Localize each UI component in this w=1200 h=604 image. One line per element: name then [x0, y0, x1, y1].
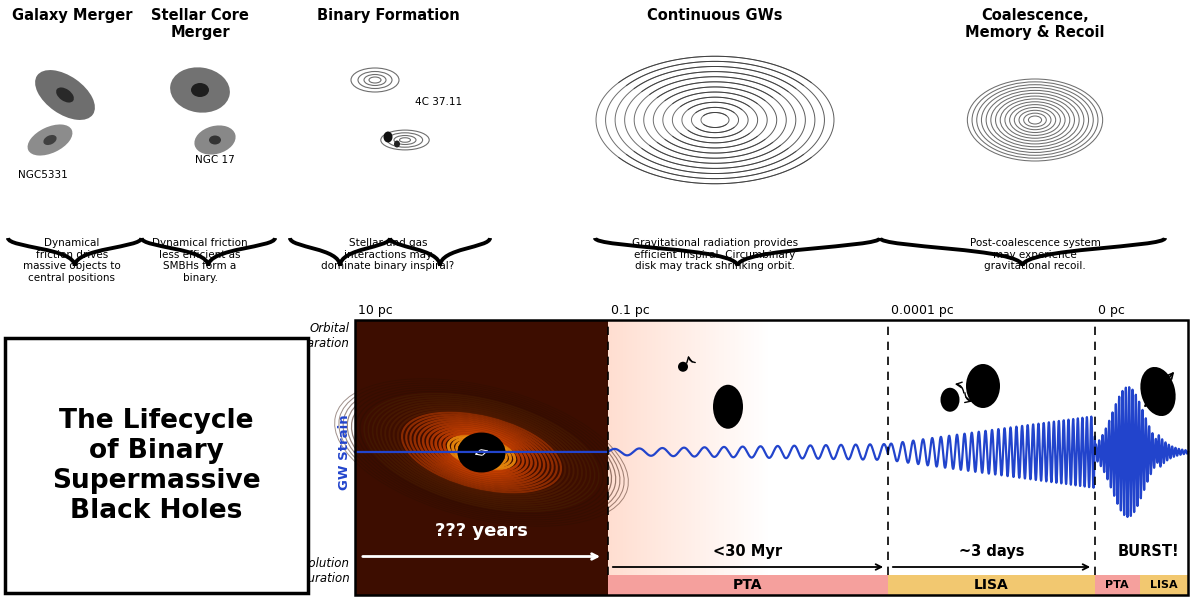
- Text: Continuous GWs: Continuous GWs: [647, 8, 782, 23]
- Ellipse shape: [56, 88, 74, 103]
- Bar: [608, 575, 888, 595]
- Bar: [608, 320, 1188, 595]
- Text: PTA: PTA: [1105, 580, 1129, 590]
- Ellipse shape: [43, 135, 56, 145]
- Bar: [355, 320, 608, 595]
- Ellipse shape: [35, 70, 95, 120]
- Text: Galaxy Merger: Galaxy Merger: [12, 8, 132, 23]
- Text: ??? years: ??? years: [436, 522, 528, 540]
- Ellipse shape: [966, 364, 1000, 408]
- Text: ~3 days: ~3 days: [959, 544, 1025, 559]
- Text: NGC5331: NGC5331: [18, 170, 67, 180]
- Text: Gravitational radiation provides
efficient inspiral. Circumbinary
disk may track: Gravitational radiation provides efficie…: [632, 238, 798, 271]
- Text: The Lifecycle
of Binary
Supermassive
Black Holes: The Lifecycle of Binary Supermassive Bla…: [52, 408, 260, 524]
- Ellipse shape: [384, 132, 392, 143]
- FancyBboxPatch shape: [5, 338, 308, 593]
- Text: Orbital
separation: Orbital separation: [287, 322, 350, 350]
- Text: <30 Myr: <30 Myr: [714, 544, 782, 559]
- Ellipse shape: [457, 432, 505, 472]
- Bar: [1140, 575, 1188, 595]
- Text: LISA: LISA: [1150, 580, 1178, 590]
- Text: 4C 37.11: 4C 37.11: [415, 97, 462, 107]
- Text: Coalescence,
Memory & Recoil: Coalescence, Memory & Recoil: [965, 8, 1105, 40]
- Text: LISA: LISA: [974, 578, 1009, 592]
- Text: BURST!: BURST!: [1117, 544, 1178, 559]
- Text: Stellar and gas
interactions may
dominate binary inspiral?: Stellar and gas interactions may dominat…: [322, 238, 455, 271]
- Text: 10 pc: 10 pc: [358, 304, 392, 317]
- Ellipse shape: [713, 385, 743, 429]
- Ellipse shape: [941, 388, 960, 412]
- Ellipse shape: [678, 362, 688, 371]
- Text: Dynamical
friction drives
massive objects to
central positions: Dynamical friction drives massive object…: [23, 238, 121, 283]
- Ellipse shape: [28, 124, 72, 156]
- Text: NGC 17: NGC 17: [194, 155, 235, 165]
- Ellipse shape: [209, 135, 221, 144]
- Text: Binary Formation: Binary Formation: [317, 8, 460, 23]
- Text: Dynamical friction
less efficient as
SMBHs form a
binary.: Dynamical friction less efficient as SMB…: [152, 238, 248, 283]
- Text: PTA: PTA: [733, 578, 763, 592]
- Ellipse shape: [170, 67, 230, 113]
- Text: Post-coalescence system
may experience
gravitational recoil.: Post-coalescence system may experience g…: [970, 238, 1100, 271]
- Text: 0 pc: 0 pc: [1098, 304, 1124, 317]
- Ellipse shape: [191, 83, 209, 97]
- Text: Stellar Core
Merger: Stellar Core Merger: [151, 8, 248, 40]
- Ellipse shape: [1140, 367, 1176, 416]
- Text: GW Strain: GW Strain: [338, 414, 352, 490]
- Bar: [888, 575, 1096, 595]
- Ellipse shape: [394, 141, 400, 147]
- Bar: [1096, 575, 1140, 595]
- Text: 0.1 pc: 0.1 pc: [611, 304, 649, 317]
- Ellipse shape: [194, 126, 235, 155]
- Text: 0.0001 pc: 0.0001 pc: [890, 304, 954, 317]
- Text: Evolution
duration: Evolution duration: [295, 557, 350, 585]
